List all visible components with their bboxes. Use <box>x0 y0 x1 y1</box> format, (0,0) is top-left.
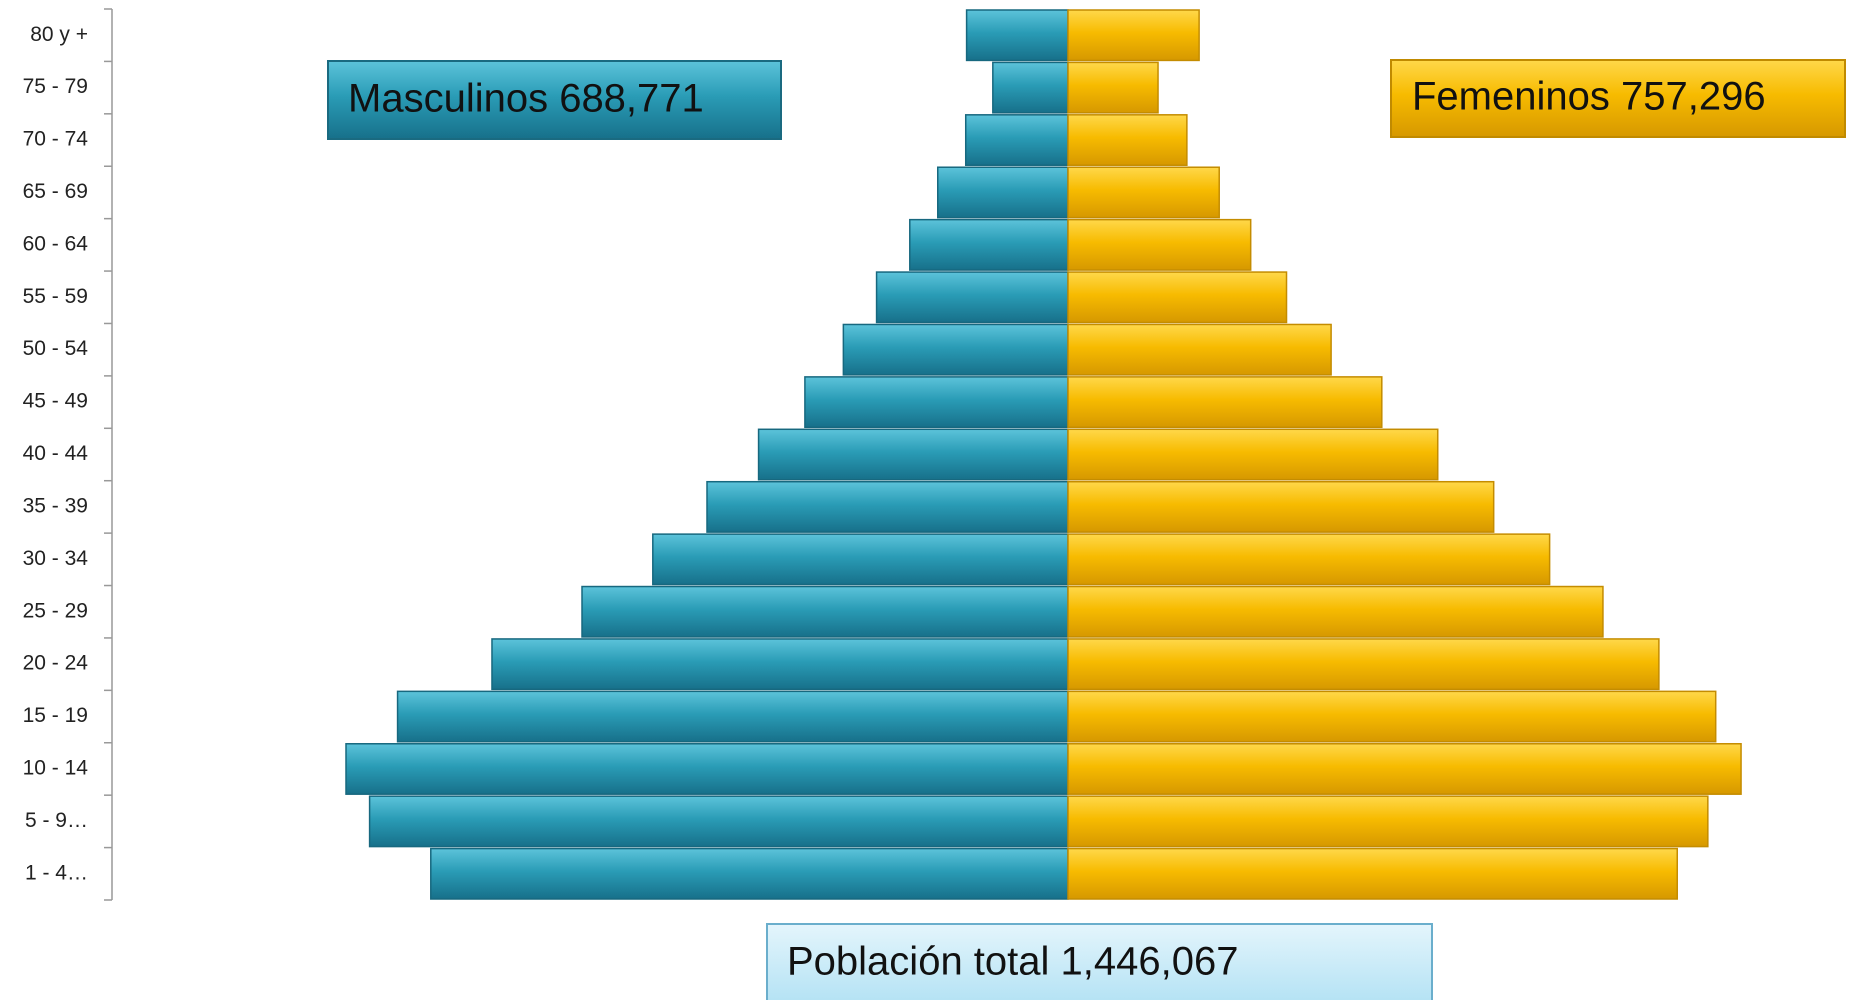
bar <box>965 9 1069 62</box>
female-total-box: Femeninos 757,296 <box>1390 59 1846 138</box>
bar <box>396 690 1069 743</box>
y-tick-label: 1 - 4… <box>25 861 88 884</box>
bar <box>909 218 1069 271</box>
bar <box>1067 376 1383 429</box>
total-box: Población total 1,446,067 <box>766 923 1433 1000</box>
bar <box>581 585 1069 638</box>
bar <box>1067 533 1551 586</box>
bar <box>964 114 1069 166</box>
y-tick-label: 70 - 74 <box>23 128 89 151</box>
bar <box>368 795 1069 848</box>
bar <box>757 428 1069 481</box>
y-tick-label: 15 - 19 <box>23 704 88 727</box>
bar <box>992 61 1069 114</box>
bar <box>875 271 1069 324</box>
box <box>327 60 782 140</box>
bar <box>1067 638 1660 691</box>
y-tick-label: 50 - 54 <box>23 337 89 360</box>
box <box>1390 59 1846 138</box>
bar <box>1067 480 1495 533</box>
bar <box>804 376 1069 429</box>
male-total-box: Masculinos 688,771 <box>327 60 782 140</box>
y-tick-label: 5 - 9… <box>25 809 88 832</box>
bar <box>1067 323 1332 376</box>
bar <box>1067 61 1159 114</box>
bar <box>1067 690 1717 743</box>
y-tick-label: 10 - 14 <box>23 757 89 780</box>
bar <box>1067 585 1604 638</box>
female-total: Femeninos 757,296 <box>1412 75 1766 119</box>
box <box>766 923 1433 1000</box>
bar <box>1067 271 1288 324</box>
bar <box>1067 166 1220 219</box>
bar <box>1067 218 1252 271</box>
y-tick-label: 45 - 49 <box>23 390 88 413</box>
bar <box>1067 428 1439 481</box>
y-tick-label: 30 - 34 <box>23 547 89 570</box>
y-tick-label: 20 - 24 <box>23 652 89 675</box>
bar <box>706 480 1069 533</box>
bar <box>842 323 1069 376</box>
bar <box>1067 9 1200 62</box>
y-tick-label: 40 - 44 <box>23 442 89 465</box>
bar <box>1067 795 1709 848</box>
bar <box>430 847 1069 900</box>
bar <box>345 743 1069 795</box>
male-total: Masculinos 688,771 <box>348 77 704 121</box>
bar <box>652 533 1069 586</box>
bar <box>1067 847 1678 900</box>
bar <box>937 166 1069 219</box>
bar <box>1067 114 1188 166</box>
y-tick-label: 55 - 59 <box>23 285 88 308</box>
y-tick-label: 25 - 29 <box>23 599 88 622</box>
bar <box>491 638 1069 691</box>
y-tick-label: 35 - 39 <box>23 494 88 517</box>
y-tick-label: 75 - 79 <box>23 75 88 98</box>
y-tick-label: 60 - 64 <box>23 232 89 255</box>
y-tick-label: 80 y + <box>30 23 88 46</box>
bar <box>1067 743 1742 795</box>
total: Población total 1,446,067 <box>787 940 1238 984</box>
y-tick-label: 65 - 69 <box>23 180 88 203</box>
